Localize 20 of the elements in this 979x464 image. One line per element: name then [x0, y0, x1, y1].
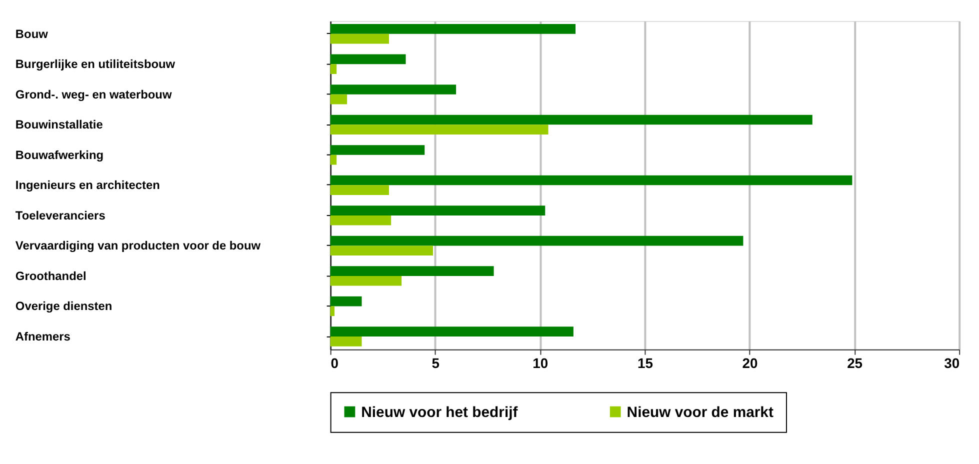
x-tick-label: 15 — [637, 354, 654, 371]
y-tick-label: Burgerlijke en utiliteitsbouw — [15, 57, 176, 72]
y-tick-label: Ingenieurs en architecten — [15, 178, 160, 192]
x-tick-label: 25 — [847, 354, 863, 371]
y-tick-label: Vervaardiging van producten voor de bouw — [15, 238, 262, 253]
x-tick-label: 0 — [330, 354, 339, 371]
y-tick-label: Toeleveranciers — [15, 208, 106, 222]
x-tick-label: 5 — [432, 354, 440, 371]
x-tick-label: 30 — [944, 354, 960, 371]
legend-label: Nieuw voor de markt — [626, 404, 774, 421]
legend-label: Nieuw voor het bedrijf — [361, 404, 518, 421]
y-tick-label: Bouwinstallatie — [15, 118, 104, 132]
y-tick-label: Bouw — [15, 26, 49, 41]
x-tick-label: 20 — [742, 354, 758, 371]
y-tick-label: Bouwafwerking — [15, 148, 104, 162]
y-tick-label: Afnemers — [15, 329, 71, 344]
y-tick-label: Groothandel — [15, 268, 86, 283]
y-tick-label: Overige diensten — [15, 299, 112, 314]
y-tick-label: Grond-. weg- en waterbouw — [15, 87, 172, 102]
x-tick-label: 10 — [532, 354, 548, 371]
